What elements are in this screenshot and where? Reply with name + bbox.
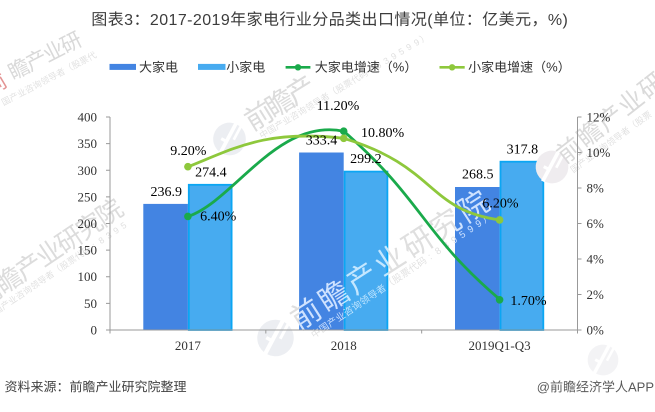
svg-text:3: 3	[104, 230, 114, 241]
svg-text:0: 0	[91, 323, 98, 338]
svg-text:299.2: 299.2	[350, 152, 382, 167]
svg-text:%: %	[546, 60, 558, 75]
svg-text:10%: 10%	[587, 145, 611, 160]
svg-text:9: 9	[474, 218, 485, 230]
svg-text:9: 9	[466, 224, 477, 236]
svg-text:2017: 2017	[175, 338, 202, 353]
svg-text:3: 3	[381, 55, 390, 66]
svg-text:5: 5	[397, 46, 406, 57]
svg-text:200: 200	[78, 216, 98, 231]
svg-text:300: 300	[78, 163, 98, 178]
svg-text:9.20%: 9.20%	[170, 144, 207, 159]
svg-text:2019Q1-Q3: 2019Q1-Q3	[469, 338, 531, 353]
svg-text:8: 8	[97, 235, 107, 246]
svg-text::: :	[367, 65, 374, 75]
svg-text:2%: 2%	[587, 287, 605, 302]
svg-text:11.20%: 11.20%	[317, 99, 360, 114]
svg-text:3: 3	[124, 12, 133, 29]
svg-text:@: @	[537, 379, 550, 394]
svg-text:6%: 6%	[587, 216, 605, 231]
svg-text:9: 9	[449, 234, 460, 246]
svg-text:9: 9	[111, 225, 121, 236]
svg-text:50: 50	[84, 296, 97, 311]
svg-text:6.20%: 6.20%	[482, 196, 519, 211]
svg-text:5: 5	[119, 220, 129, 231]
svg-text:%): %)	[548, 12, 568, 29]
svg-text:6.40%: 6.40%	[200, 210, 237, 225]
svg-text:(: (	[427, 12, 433, 29]
svg-text:8: 8	[433, 245, 444, 257]
svg-text:8%: 8%	[587, 181, 605, 196]
svg-text:236.9: 236.9	[151, 185, 183, 200]
svg-text:350: 350	[78, 136, 98, 151]
svg-text:317.8: 317.8	[507, 142, 539, 157]
svg-text:8: 8	[374, 60, 383, 71]
svg-text::: :	[426, 252, 434, 263]
svg-text:2018: 2018	[331, 338, 357, 353]
svg-text:9: 9	[404, 41, 413, 52]
svg-text:0%: 0%	[587, 323, 605, 338]
svg-text:5: 5	[457, 229, 468, 241]
svg-text:4%: 4%	[587, 252, 605, 267]
svg-text:9: 9	[389, 51, 398, 62]
svg-text:%: %	[393, 60, 405, 75]
svg-text:150: 150	[78, 243, 98, 258]
svg-text:10.80%: 10.80%	[361, 126, 405, 141]
svg-text:1.70%: 1.70%	[510, 294, 547, 309]
svg-text:333.4: 333.4	[306, 133, 338, 148]
svg-text:9: 9	[412, 37, 421, 48]
svg-text:250: 250	[78, 189, 98, 204]
svg-text:268.5: 268.5	[462, 167, 494, 182]
svg-text:12%: 12%	[587, 110, 611, 125]
svg-text:2017-2019: 2017-2019	[150, 12, 230, 29]
svg-text:400: 400	[78, 110, 98, 125]
svg-text:APP: APP	[628, 379, 654, 394]
svg-text::: :	[90, 241, 98, 251]
svg-text:274.4: 274.4	[195, 165, 227, 180]
svg-text:100: 100	[78, 269, 98, 284]
